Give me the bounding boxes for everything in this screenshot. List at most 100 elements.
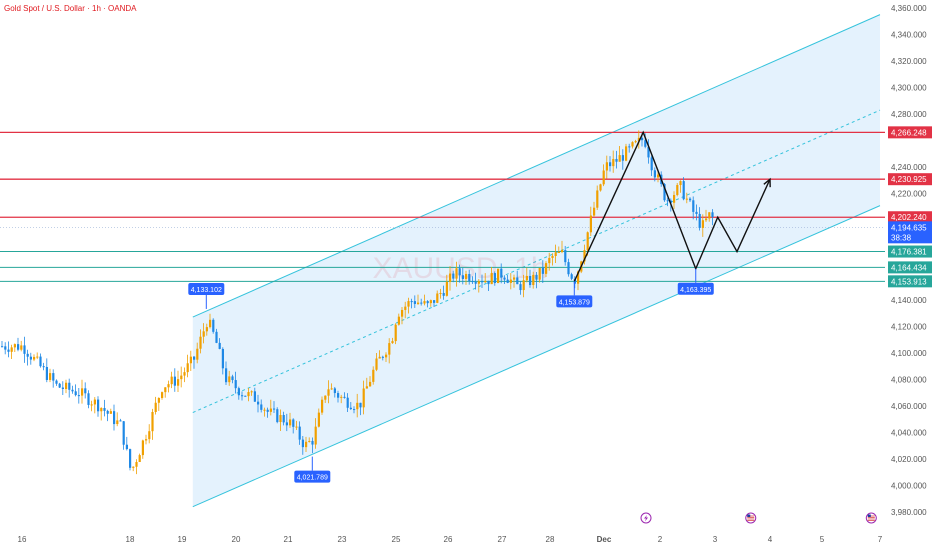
x-tick-label: 5 <box>820 535 825 544</box>
candle-body <box>436 293 439 303</box>
candle-body <box>369 381 372 387</box>
x-tick-label: 3 <box>713 535 718 544</box>
candle-body <box>599 184 602 191</box>
candle-body <box>647 146 650 158</box>
candle-body <box>506 279 509 283</box>
candle-body <box>196 348 199 360</box>
candle-body <box>100 408 103 412</box>
candle-body <box>401 309 404 317</box>
candle-body <box>164 387 167 393</box>
candle-body <box>557 251 560 253</box>
channel-fill <box>192 14 881 507</box>
candle-body <box>125 444 128 450</box>
candle-body <box>58 383 61 388</box>
candle-body <box>445 281 448 296</box>
candle-body <box>564 250 567 263</box>
candle-body <box>122 421 125 445</box>
candle-body <box>20 345 23 350</box>
candle-body <box>333 388 336 394</box>
candle-body <box>93 399 96 405</box>
candle-body <box>253 391 256 402</box>
candle-body <box>532 274 535 286</box>
annotation-label: 4,163.395 <box>680 287 711 294</box>
candle-body <box>692 200 695 212</box>
candle-body <box>205 327 208 332</box>
candle-body <box>410 301 413 303</box>
candle-body <box>529 275 532 286</box>
candle-body <box>708 212 711 219</box>
candle-body <box>561 250 564 252</box>
level-price-tag <box>888 275 932 288</box>
last-price-label: 4,194.635 <box>891 223 927 232</box>
level-price-label: 4,164.434 <box>891 263 927 272</box>
candle-body <box>385 354 388 358</box>
candle-body <box>39 356 42 367</box>
candle-body <box>420 302 423 304</box>
candle-body <box>346 397 349 408</box>
candle-body <box>119 420 122 422</box>
candle-body <box>548 257 551 264</box>
candle-body <box>285 422 288 426</box>
candle-body <box>33 356 36 360</box>
candle-body <box>695 211 698 214</box>
candle-body <box>289 419 292 426</box>
flag-canton <box>747 514 751 517</box>
candle-body <box>471 281 474 283</box>
y-tick-label: 4,000.000 <box>891 481 927 490</box>
candle-body <box>87 393 90 405</box>
candle-body <box>586 232 589 251</box>
y-tick-label: 4,080.000 <box>891 375 927 384</box>
candle-body <box>298 426 301 440</box>
candle-body <box>180 375 183 380</box>
candle-body <box>621 155 624 161</box>
x-tick-label: 21 <box>284 535 293 544</box>
candle-body <box>413 301 416 304</box>
annotation-label: 4,133.102 <box>191 287 222 294</box>
candle-body <box>173 376 176 386</box>
lightning-glyph <box>644 515 648 522</box>
candle-body <box>465 273 468 280</box>
candle-body <box>250 391 253 393</box>
candle-body <box>605 162 608 171</box>
candle-body <box>279 415 282 423</box>
candle-body <box>292 419 295 427</box>
candle-body <box>61 387 64 389</box>
candle-body <box>433 300 436 303</box>
annotation-badge <box>556 295 593 308</box>
candle-body <box>455 268 458 279</box>
candle-body <box>1 346 4 348</box>
candle-body <box>685 198 688 200</box>
candle-body <box>71 389 74 392</box>
candle-body <box>26 353 29 357</box>
candle-body <box>538 267 541 280</box>
candle-body <box>10 347 13 352</box>
candle-body <box>609 162 612 167</box>
candle-body <box>356 402 359 410</box>
candle-body <box>167 384 170 388</box>
x-tick-label: 28 <box>546 535 555 544</box>
candle-body <box>362 388 365 408</box>
candle-body <box>452 273 455 279</box>
candle-body <box>689 198 692 201</box>
candle-body <box>29 356 32 360</box>
candle-body <box>663 184 666 201</box>
candle-body <box>596 190 599 208</box>
candle-body <box>509 279 512 283</box>
candle-body <box>404 306 407 310</box>
candle-body <box>209 319 212 328</box>
candle-body <box>353 409 356 411</box>
candle-body <box>340 396 343 398</box>
candle-body <box>84 388 87 394</box>
candle-body <box>154 402 157 412</box>
projection-arrowhead <box>763 177 771 188</box>
candle-body <box>519 284 522 291</box>
candle-body <box>109 411 112 414</box>
candle-body <box>407 301 410 307</box>
candle-body <box>65 382 68 389</box>
x-tick-label: 23 <box>338 535 347 544</box>
candle-body <box>330 388 333 390</box>
candle-body <box>589 215 592 233</box>
channel-upper-line <box>192 14 881 318</box>
